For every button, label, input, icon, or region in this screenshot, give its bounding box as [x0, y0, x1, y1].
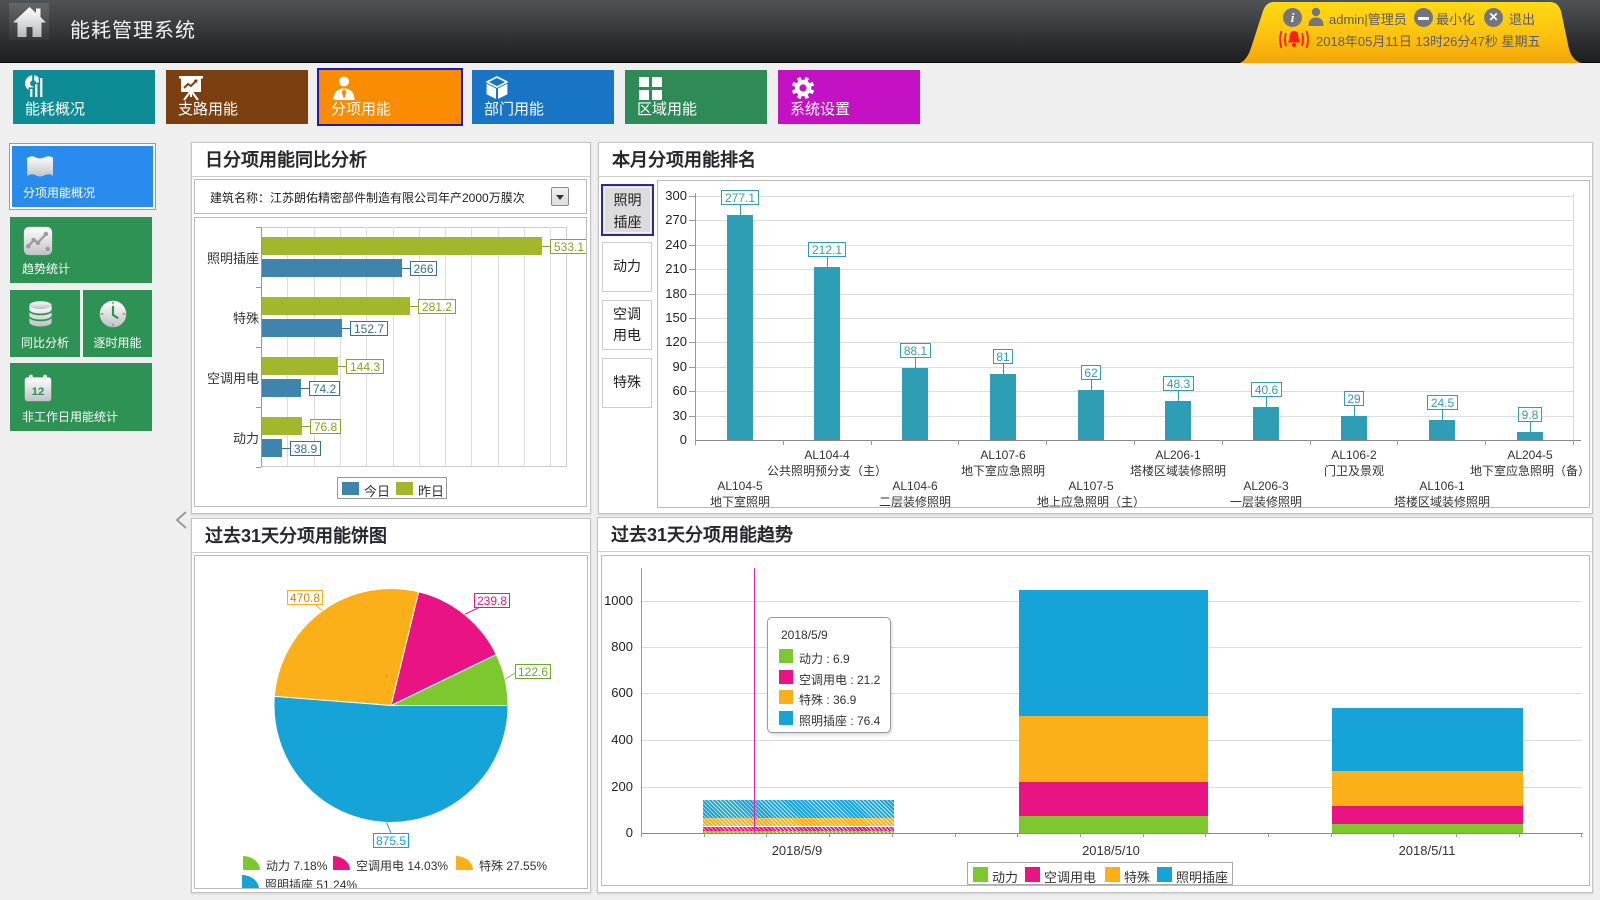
svg-text:12: 12 — [32, 386, 45, 398]
